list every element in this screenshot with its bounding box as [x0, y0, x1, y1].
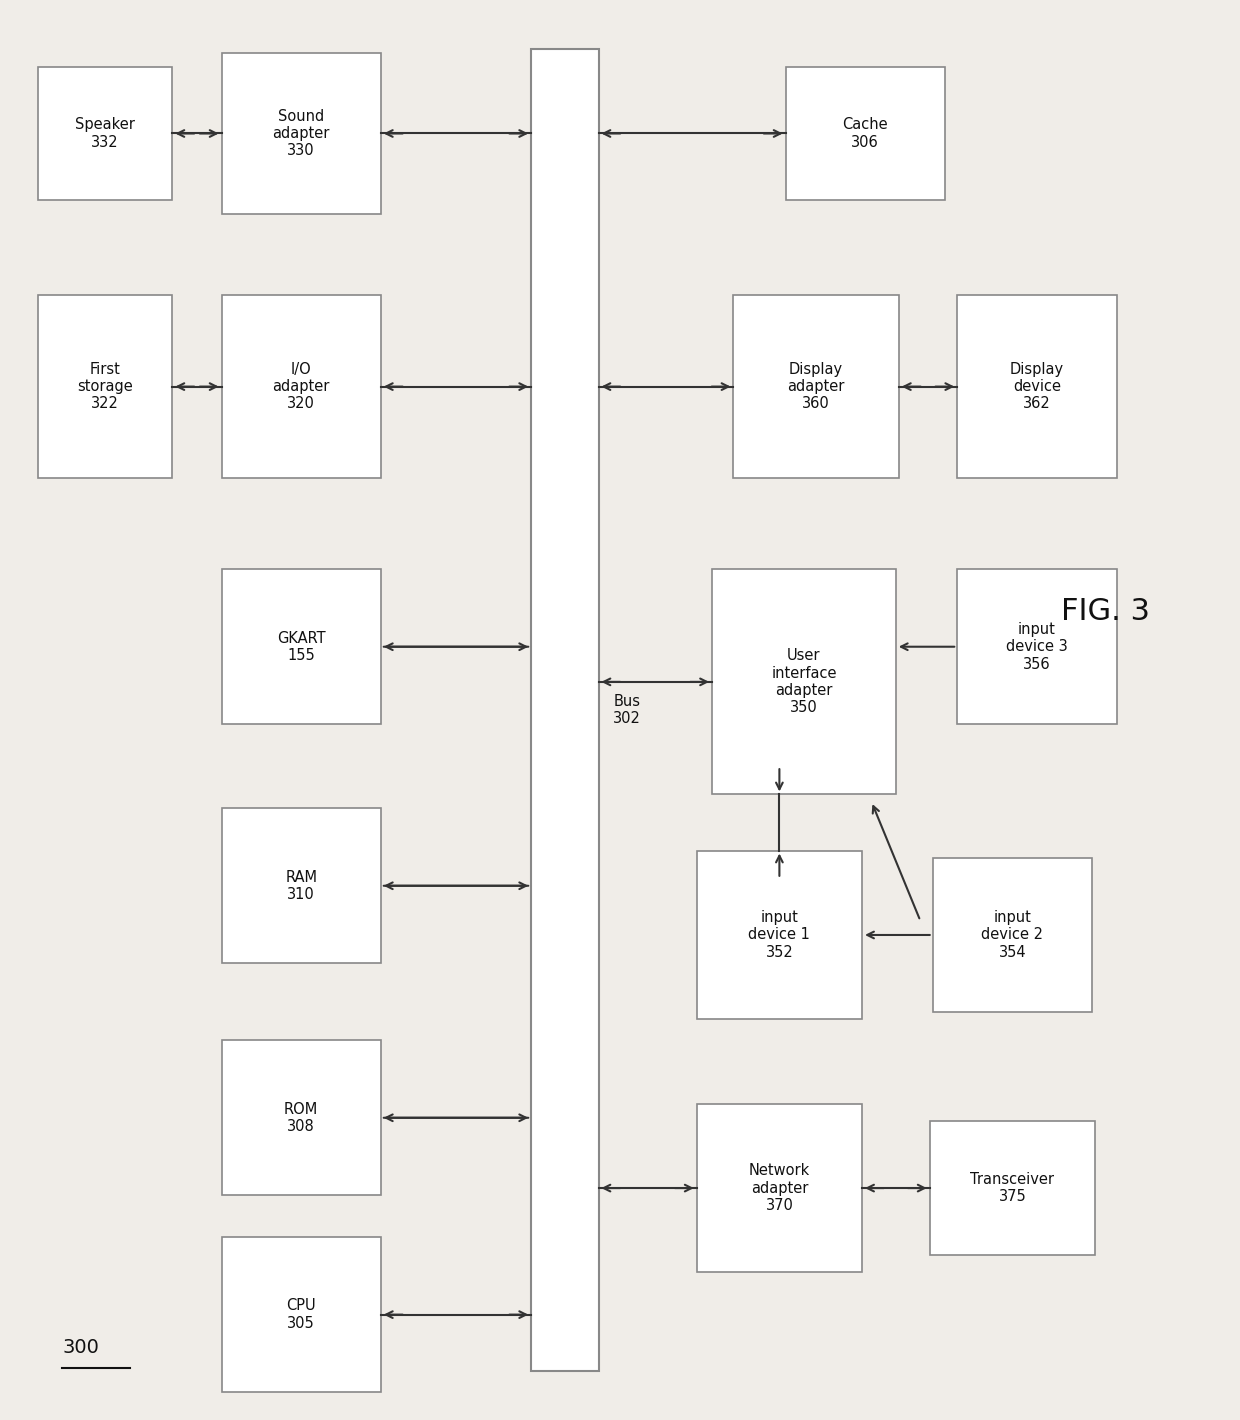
Text: Speaker
332: Speaker 332	[76, 118, 135, 149]
Text: Display
device
362: Display device 362	[1009, 362, 1064, 412]
Bar	[930, 1122, 1095, 1255]
Bar	[222, 53, 381, 214]
Text: RAM
310: RAM 310	[285, 869, 317, 902]
Text: ROM
308: ROM 308	[284, 1102, 319, 1135]
Text: User
interface
adapter
350: User interface adapter 350	[771, 649, 837, 716]
Bar	[712, 569, 895, 794]
Bar	[37, 67, 172, 200]
Text: 300: 300	[62, 1338, 99, 1358]
Bar	[932, 858, 1092, 1012]
Text: Display
adapter
360: Display adapter 360	[787, 362, 844, 412]
Text: Cache
306: Cache 306	[842, 118, 888, 149]
Bar	[222, 295, 381, 479]
Bar	[222, 1237, 381, 1392]
Text: Network
adapter
370: Network adapter 370	[749, 1163, 810, 1213]
Bar	[531, 50, 599, 1370]
Text: GKART
155: GKART 155	[277, 630, 326, 663]
Text: Sound
adapter
330: Sound adapter 330	[273, 108, 330, 159]
Bar	[733, 295, 899, 479]
Bar	[222, 569, 381, 724]
Text: input
device 2
354: input device 2 354	[981, 910, 1043, 960]
Text: Transceiver
375: Transceiver 375	[971, 1172, 1054, 1204]
Bar	[222, 808, 381, 963]
Text: First
storage
322: First storage 322	[77, 362, 133, 412]
Text: I/O
adapter
320: I/O adapter 320	[273, 362, 330, 412]
Text: CPU
305: CPU 305	[286, 1298, 316, 1331]
Bar	[697, 851, 862, 1020]
Bar	[785, 67, 945, 200]
Bar	[957, 295, 1116, 479]
Bar	[37, 295, 172, 479]
Text: FIG. 3: FIG. 3	[1061, 596, 1151, 626]
Bar	[957, 569, 1116, 724]
Bar	[697, 1103, 862, 1272]
Text: input
device 3
356: input device 3 356	[1006, 622, 1068, 672]
Text: input
device 1
352: input device 1 352	[749, 910, 810, 960]
Text: Bus
302: Bus 302	[614, 694, 641, 726]
Bar	[222, 1041, 381, 1196]
